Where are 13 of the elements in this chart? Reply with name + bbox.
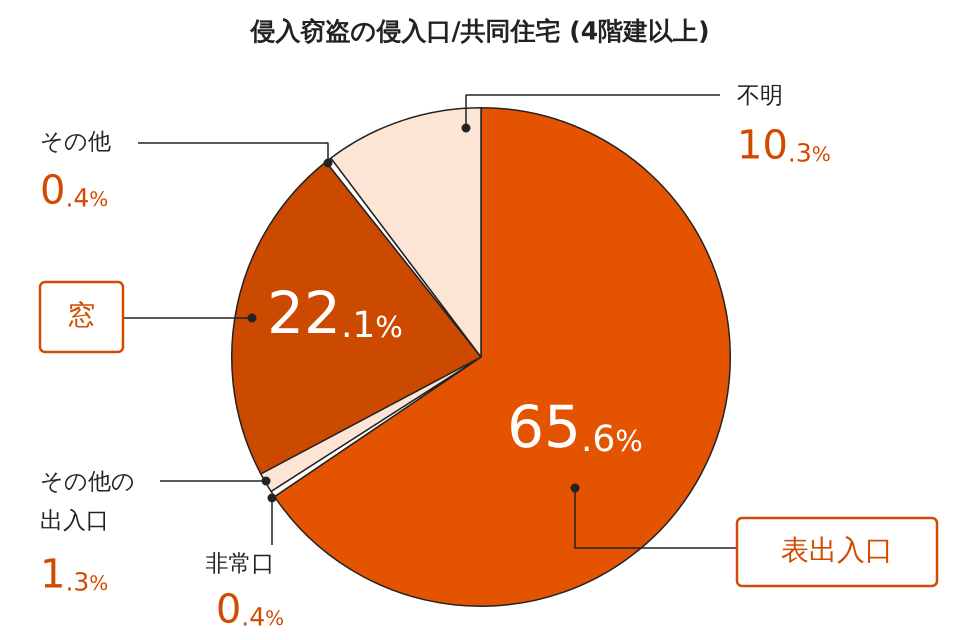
data-label: 1.3% (40, 551, 108, 598)
slice-label: その他 (40, 128, 111, 155)
data-label: 22.1% (267, 279, 403, 348)
data-label: 0.4% (216, 586, 284, 632)
slice-label: 不明 (737, 82, 783, 109)
chart-title: 侵入窃盗の侵入口/共同住宅 (4階建以上) (249, 16, 710, 46)
data-label: 0.4% (40, 167, 108, 214)
slice-label: 窓 (68, 298, 96, 332)
slice-label: 表出入口 (781, 533, 893, 566)
slice-label: 非常口 (206, 550, 274, 577)
data-label: 65.6% (507, 393, 643, 462)
slice-label: その他の出入口 (40, 468, 135, 534)
data-label: 10.3% (737, 122, 831, 168)
